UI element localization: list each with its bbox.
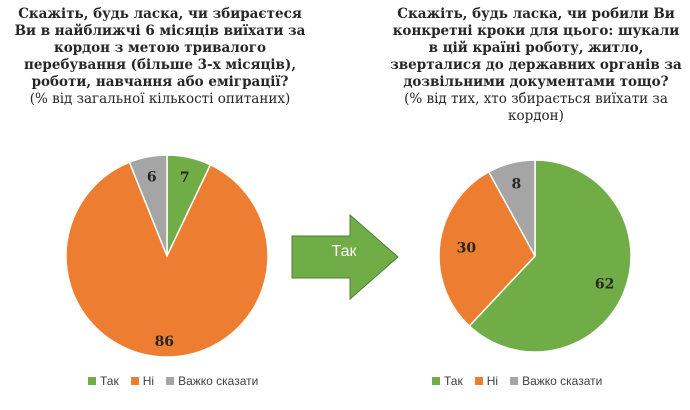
- left-pie-label-hard-to-say: 6: [147, 170, 157, 186]
- right-pie-chart: 62 30 8: [438, 159, 632, 353]
- legend-swatch-no: [130, 377, 139, 385]
- legend-item-yes: Так: [432, 374, 463, 388]
- left-chart-title: Скажіть, будь ласка, чи збираєтеся Ви в …: [10, 6, 310, 108]
- legend-swatch-hard-to-say: [166, 377, 175, 385]
- left-title-line-4: перебування (більше 3-х місяців),: [23, 57, 297, 73]
- right-subtitle-line-1: (% від тих, хто збирається виїхати за: [404, 91, 668, 107]
- legend-item-no: Ні: [474, 374, 499, 388]
- legend-label-hard-to-say: Важко сказати: [522, 374, 603, 388]
- left-title-line-2: Ви в найближчі 6 місяців виїхати за: [14, 23, 306, 39]
- right-title-line-4: зверталися до державних органів за: [390, 57, 682, 73]
- legend-swatch-hard-to-say: [510, 377, 519, 385]
- right-subtitle-line-2: кордон): [508, 108, 564, 124]
- legend-label-hard-to-say: Важко сказати: [178, 374, 259, 388]
- left-pie-slice-hard-to-say: [128, 154, 168, 257]
- right-title-line-1: Скажіть, будь ласка, чи робили Ви: [397, 6, 675, 22]
- left-title-line-1: Скажіть, будь ласка, чи збираєтеся: [18, 6, 302, 22]
- right-chart-title: Скажіть, будь ласка, чи робили Ви конкре…: [388, 6, 684, 125]
- right-legend: Так Ні Важко сказати: [432, 374, 602, 388]
- right-title-line-2: конкретні кроки для цього: шукали: [392, 23, 680, 39]
- legend-label-no: Ні: [142, 374, 155, 388]
- left-pie-slice-no: [65, 161, 269, 358]
- arrow-right-icon: [291, 213, 399, 301]
- legend-item-hard-to-say: Важко сказати: [510, 374, 602, 388]
- left-legend: Так Ні Важко сказати: [88, 374, 258, 388]
- legend-swatch-yes: [88, 377, 96, 385]
- left-pie-label-yes: 7: [180, 170, 190, 186]
- right-title-line-3: в цій країні роботу, житло,: [428, 40, 644, 56]
- legend-label-yes: Так: [100, 374, 119, 388]
- left-title-line-3: кордон з метою тривалого: [53, 40, 267, 56]
- left-title-line-5: роботи, навчання або еміграції?: [31, 74, 289, 90]
- left-pie-label-no: 86: [155, 334, 174, 350]
- right-pie-label-hard-to-say: 8: [512, 176, 522, 192]
- right-pie-slice-no: [438, 170, 536, 328]
- legend-swatch-yes: [432, 377, 440, 385]
- legend-swatch-no: [474, 377, 483, 385]
- legend-label-no: Ні: [486, 374, 499, 388]
- right-pie-slice-hard-to-say: [487, 159, 536, 257]
- right-pie-slice-yes: [468, 159, 632, 353]
- right-title-line-5: дозвільними документами тощо?: [403, 74, 669, 90]
- right-pie-label-yes: 62: [595, 277, 614, 293]
- right-pie-label-no: 30: [457, 240, 477, 256]
- left-pie-chart: 7 86 6: [65, 154, 269, 358]
- arrow-label: Так: [331, 243, 357, 260]
- legend-item-yes: Так: [88, 374, 119, 388]
- legend-item-hard-to-say: Важко сказати: [166, 374, 258, 388]
- left-chart-subtitle: (% від загальної кількості опитаних): [29, 91, 291, 107]
- legend-label-yes: Так: [444, 374, 463, 388]
- legend-item-no: Ні: [130, 374, 155, 388]
